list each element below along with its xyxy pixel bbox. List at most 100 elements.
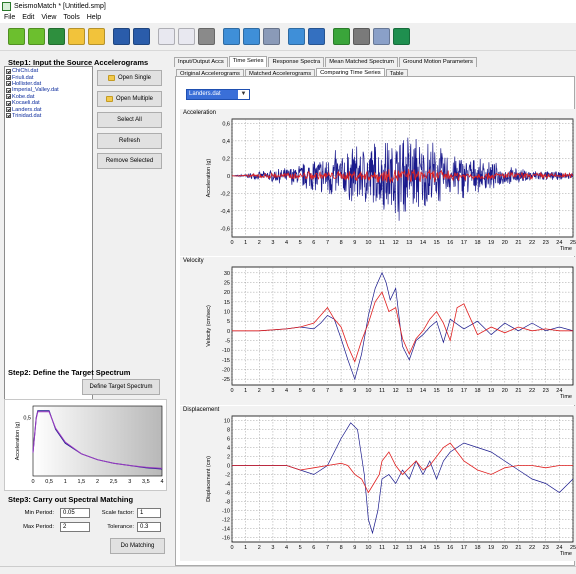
define-target-spectrum-button[interactable]: Define Target Spectrum: [82, 379, 160, 395]
accelerogram-list[interactable]: ChiChi.dat Friuli.dat Hollister.dat Imperia…: [4, 66, 93, 416]
tab-comparing-time-series[interactable]: Comparing Time Series: [316, 68, 385, 79]
x-axis-label: Time: [560, 246, 572, 252]
tab-response-spectra[interactable]: Response Spectra: [268, 57, 325, 67]
list-item[interactable]: Friuli.dat: [6, 74, 91, 81]
x-tick-label: 7: [326, 240, 329, 246]
open-single-button[interactable]: Open Single: [97, 70, 162, 86]
x-tick-label: 21: [515, 240, 521, 246]
remove-selected-button[interactable]: Remove Selected: [97, 153, 162, 169]
save-project-icon[interactable]: [48, 28, 65, 45]
y-tick-label: 15: [224, 300, 230, 306]
scale-factor-input[interactable]: 1: [137, 508, 161, 518]
layers-icon[interactable]: [308, 28, 325, 45]
x-tick-label: 2: [258, 545, 261, 551]
menu-tools[interactable]: Tools: [63, 14, 80, 21]
x-tick-label: 23: [543, 240, 549, 246]
x-tick-label: 22: [529, 545, 535, 551]
list-item[interactable]: Trinidad.dat: [6, 113, 91, 119]
tolerance-input[interactable]: 0.3: [137, 522, 161, 532]
tab-table[interactable]: Table: [385, 69, 408, 79]
copy-icon[interactable]: [178, 28, 195, 45]
tab-mean-matched[interactable]: Mean Matched Spectrum: [325, 57, 398, 67]
x-tick-label: 1: [244, 545, 247, 551]
menu-help[interactable]: Help: [86, 14, 102, 21]
max-period-input[interactable]: 2: [60, 522, 90, 532]
x-tick-label: 3: [271, 388, 274, 394]
x-tick-label: 15: [434, 388, 440, 394]
x-tick-label: 18: [474, 545, 480, 551]
help-icon[interactable]: [333, 28, 350, 45]
x-tick-label: 0,5: [45, 479, 53, 485]
y-tick-label: -12: [222, 518, 230, 524]
list-item[interactable]: Imperial_Valley.dat: [6, 87, 91, 93]
list-item[interactable]: Kocaeli.dat: [6, 100, 91, 106]
tab-matched-accelerograms[interactable]: Matched Accelerograms: [244, 69, 316, 79]
checkbox[interactable]: [6, 94, 11, 100]
checkbox[interactable]: [6, 68, 11, 74]
acceleration-panel-title: Acceleration: [183, 110, 217, 116]
x-tick-label: 3: [271, 545, 274, 551]
y-axis-label: Acceleration (g): [206, 159, 212, 198]
refresh-button[interactable]: Refresh: [97, 133, 162, 149]
x-tick-label: 23: [543, 388, 549, 394]
x-tick-label: 2: [96, 479, 99, 485]
menu-view[interactable]: View: [41, 14, 57, 21]
globe-icon[interactable]: [393, 28, 410, 45]
y-tick-label: -10: [222, 348, 230, 354]
list-item[interactable]: ChiChi.dat: [6, 68, 91, 74]
chart-icon[interactable]: [288, 28, 305, 45]
open-folder-2-icon[interactable]: [88, 28, 105, 45]
tab-ground-motion[interactable]: Ground Motion Parameters: [398, 57, 477, 67]
x-tick-label: 0: [31, 479, 34, 485]
list-item[interactable]: Hollister.dat: [6, 81, 91, 87]
x-axis-label: Time: [560, 394, 572, 400]
new-project-icon[interactable]: [8, 28, 25, 45]
zoom-out-icon[interactable]: [243, 28, 260, 45]
menu-file[interactable]: File: [4, 14, 16, 21]
checkbox[interactable]: [6, 87, 11, 93]
y-tick-label: 6: [227, 437, 230, 443]
zoom-in-icon[interactable]: [223, 28, 240, 45]
print-icon[interactable]: [198, 28, 215, 45]
tab-original-accelerograms[interactable]: Original Accelerograms: [176, 69, 244, 79]
x-tick-label: 9: [353, 545, 356, 551]
x-tick-label: 6: [312, 240, 315, 246]
checkbox[interactable]: [6, 113, 11, 119]
file-name: Trinidad.dat: [12, 112, 42, 119]
y-tick-label: 5: [227, 319, 230, 325]
x-tick-label: 1: [244, 388, 247, 394]
y-tick-label: -10: [222, 509, 230, 515]
record-dropdown[interactable]: Landers.dat ▼: [186, 89, 250, 100]
toolbar: [0, 23, 576, 51]
x-tick-label: 2: [258, 240, 261, 246]
tab-time-series[interactable]: Time Series: [228, 56, 268, 67]
link-icon[interactable]: [373, 28, 390, 45]
select-all-button[interactable]: Select All: [97, 112, 162, 128]
step1-heading: Step1: Input the Source Accelerograms: [8, 58, 149, 67]
list-item[interactable]: Kobe.dat: [6, 94, 91, 100]
x-tick-label: 4: [285, 545, 288, 551]
file-name: Kobe.dat: [12, 93, 35, 100]
do-matching-button[interactable]: Do Matching: [110, 538, 165, 554]
save-as-disk-icon[interactable]: [133, 28, 150, 45]
tools-icon[interactable]: [353, 28, 370, 45]
settings-gear-icon[interactable]: [263, 28, 280, 45]
checkbox[interactable]: [6, 107, 11, 113]
list-item[interactable]: Landers.dat: [6, 106, 91, 113]
checkbox[interactable]: [6, 100, 11, 106]
y-tick-label: 0: [227, 174, 230, 180]
open-folder-icon[interactable]: [68, 28, 85, 45]
x-tick-label: 21: [515, 388, 521, 394]
checkbox[interactable]: [6, 81, 11, 87]
open-multiple-button[interactable]: Open Multiple: [97, 91, 162, 107]
file-name: Kocaeli.dat: [12, 100, 40, 107]
checkbox[interactable]: [6, 75, 11, 81]
menu-bar: File Edit View Tools Help: [0, 12, 576, 23]
tab-input-output[interactable]: Input/Output Accs: [174, 57, 228, 67]
y-tick-label: 0,5: [23, 416, 31, 422]
save-disk-icon[interactable]: [113, 28, 130, 45]
menu-edit[interactable]: Edit: [22, 14, 35, 21]
report-icon[interactable]: [158, 28, 175, 45]
min-period-input[interactable]: 0.05: [60, 508, 90, 518]
open-project-icon[interactable]: [28, 28, 45, 45]
